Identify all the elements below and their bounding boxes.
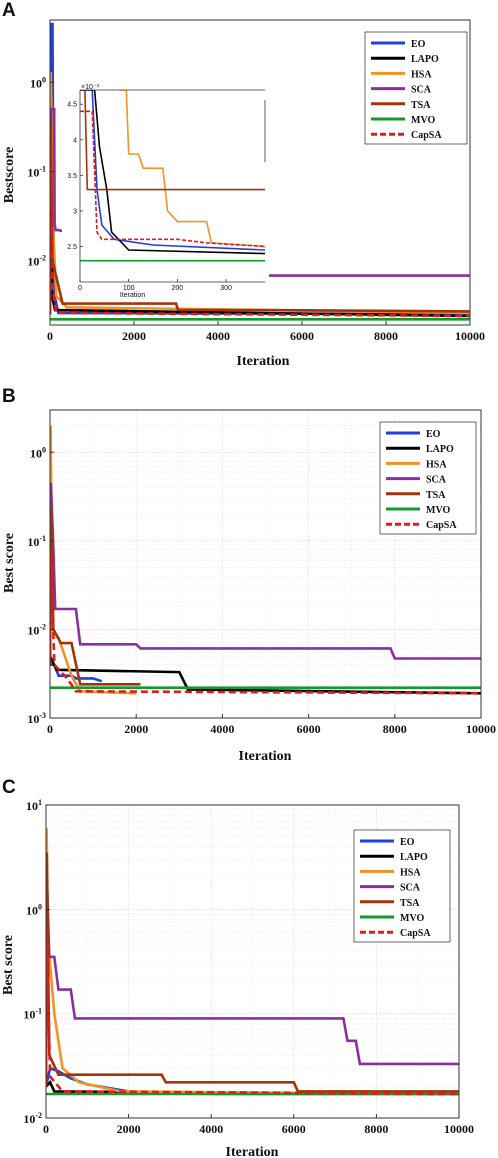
panel-c-x-tick-label: 8000 — [364, 1122, 388, 1136]
panel-a-inset-y-tick-label: 4.5 — [67, 102, 77, 109]
panel-c-x-axis-label: Iteration — [226, 1145, 279, 1158]
panel-b-legend-label-mvo: MVO — [426, 505, 450, 516]
panel-b-x-tick-label: 8000 — [383, 722, 407, 736]
panel-b-y-tick-label: 10-2 — [27, 622, 46, 637]
panel-a: A Bestscore Iteration 0 2000 4000 6000 8000 1… — [2, 0, 485, 369]
panel-a-inset-y-tick-label: 4 — [73, 137, 77, 144]
panel-b-y-tick-label: 10-3 — [27, 711, 46, 726]
panel-letter-a: A — [2, 0, 16, 21]
panel-b-legend-label-sca: SCA — [426, 475, 447, 486]
panel-c-y-axis-label: Best score — [1, 935, 16, 995]
panel-c-legend-label-capsa: CapSA — [400, 928, 431, 939]
panel-b-y-tick-label: 10-1 — [27, 534, 46, 549]
panel-b-legend-label-lapo: LAPO — [426, 444, 454, 455]
panel-c-legend-label-sca: SCA — [400, 883, 421, 894]
panel-a-y-tick-label: 10-2 — [27, 254, 46, 269]
panel-c-x-tick-label: 4000 — [199, 1122, 223, 1136]
panel-c-series-group — [46, 828, 459, 1096]
panel-a-legend: EO LAPO HSA SCA TSA MVO CapSA — [364, 31, 468, 145]
panel-b-x-tick-label: 0 — [47, 722, 53, 736]
panel-a-inset-x-tick-label: 200 — [172, 285, 184, 292]
panel-b-y-tick-label: 100 — [30, 445, 46, 460]
panel-a-inset-series-eo — [80, 90, 265, 251]
panel-b-x-tick-label: 6000 — [297, 722, 321, 736]
panel-b-legend-label-tsa: TSA — [426, 490, 446, 501]
panel-a-legend-label-lapo: LAPO — [411, 54, 439, 65]
panel-a-inset: 0 100 200 300 2.5 3 3.5 4 4.5 ×10⁻³ Iteration — [62, 84, 269, 299]
panel-b-legend-label-eo: EO — [426, 429, 441, 440]
panel-b-x-tick-label: 10000 — [466, 722, 496, 736]
panel-a-legend-label-tsa: TSA — [411, 100, 431, 111]
panel-b-series-capsa — [50, 549, 481, 695]
panel-c-series-hsa — [46, 828, 459, 1096]
panel-b-plot: 0 2000 4000 6000 8000 10000 100 10-1 10-2 10-3 EO L… — [27, 409, 496, 736]
panel-a-series-group — [50, 22, 470, 321]
panel-b-x-axis-label: Iteration — [239, 749, 292, 764]
panel-c-y-tick-label: 10-1 — [23, 1007, 42, 1022]
panel-c-legend-label-eo: EO — [400, 837, 415, 848]
panel-c-axes-frame — [45, 804, 460, 1119]
panel-a-x-tick-label: 0 — [47, 329, 53, 343]
panel-c-y-tick-label: 100 — [26, 902, 42, 917]
panel-c-x-tick-label: 0 — [43, 1122, 49, 1136]
panel-b-x-tick-label: 4000 — [210, 722, 234, 736]
panel-a-y-tick-label: 10-1 — [27, 165, 46, 180]
panel-c-legend-label-tsa: TSA — [400, 898, 420, 909]
panel-b-legend-label-hsa: HSA — [426, 459, 447, 470]
panel-b-legend-label-capsa: CapSA — [426, 520, 457, 531]
panel-a-inset-y-tick-label: 3.5 — [67, 173, 77, 180]
panel-b-x-tick-label: 2000 — [124, 722, 148, 736]
panel-a-x-axis-label: Iteration — [237, 354, 290, 369]
panel-c-series-tsa — [46, 852, 459, 1093]
panel-a-x-tick-label: 6000 — [290, 329, 314, 343]
panel-a-inset-x-tick-label: 300 — [220, 285, 232, 292]
panel-a-legend-label-capsa: CapSA — [411, 130, 442, 141]
panel-b-axes-frame — [49, 409, 482, 719]
panel-c-legend-label-mvo: MVO — [400, 913, 424, 924]
panel-a-series-tsa — [50, 117, 470, 315]
panel-a-plot: 0 2000 4000 6000 8000 1000010010-110-2EOLAPOH… — [27, 19, 485, 343]
panel-a-legend-label-sca: SCA — [411, 85, 432, 96]
panel-a-x-tick-label: 4000 — [206, 329, 230, 343]
panel-a-inset-x-tick-label: 0 — [78, 285, 82, 292]
panel-c-y-tick-label: 101 — [26, 798, 42, 813]
panel-a-inset-series-hsa — [118, 90, 265, 248]
panel-a-y-tick-label: 100 — [30, 75, 46, 90]
panel-letter-c: C — [2, 777, 16, 798]
panel-a-inset-series-tsa — [84, 90, 265, 191]
panel-c-legend-label-lapo: LAPO — [400, 852, 428, 863]
panel-c-y-tick-label: 10-2 — [23, 1111, 42, 1126]
panel-a-x-tick-label: 2000 — [122, 329, 146, 343]
panel-c: C Best score Iteration 0 2000 4000 6000 8000… — [1, 777, 474, 1158]
panel-b-series-tsa — [50, 505, 141, 686]
panel-a-inset-y-tick-label: 2.5 — [67, 244, 77, 251]
panel-a-axes-frame — [49, 19, 471, 326]
panel-c-legend-label-hsa: HSA — [400, 867, 421, 878]
panel-a-legend-label-mvo: MVO — [411, 115, 435, 126]
panel-b: B Best score Iteration 0 2000 4000 6000 8000… — [2, 386, 496, 764]
panel-c-plot: 0 2000 4000 6000 8000 10000 101 100 10-1 10-2 EO LA… — [23, 798, 474, 1136]
panel-a-y-axis-label: Bestscore — [2, 147, 17, 204]
panel-a-inset-y-tick-label: 3 — [73, 208, 77, 215]
panel-a-legend-label-hsa: HSA — [411, 69, 432, 80]
panel-c-series-capsa — [46, 932, 459, 1096]
panel-a-legend-label-eo: EO — [411, 39, 426, 50]
panel-c-x-tick-label: 2000 — [117, 1122, 141, 1136]
panel-a-x-tick-label: 10000 — [455, 329, 485, 343]
panel-a-inset-x-tick-label: 100 — [123, 285, 135, 292]
panel-c-legend: EO LAPO HSA SCA TSA MVO CapSA — [353, 829, 451, 943]
panel-letter-b: B — [2, 386, 16, 407]
panel-c-x-tick-label: 6000 — [282, 1122, 306, 1136]
panel-b-legend: EO LAPO HSA SCA TSA MVO CapSA — [379, 421, 477, 535]
panel-a-inset-series-group — [80, 90, 265, 262]
panel-a-x-tick-label: 8000 — [374, 329, 398, 343]
panel-b-series-group — [50, 425, 481, 695]
panel-a-inset-series-capsa — [80, 110, 265, 248]
panel-b-y-axis-label: Best score — [2, 533, 17, 593]
panel-a-inset-exponent-label: ×10⁻³ — [81, 84, 100, 91]
panel-a-inset-x-axis-label: Iteration — [120, 292, 145, 299]
panel-c-x-tick-label: 10000 — [444, 1122, 474, 1136]
